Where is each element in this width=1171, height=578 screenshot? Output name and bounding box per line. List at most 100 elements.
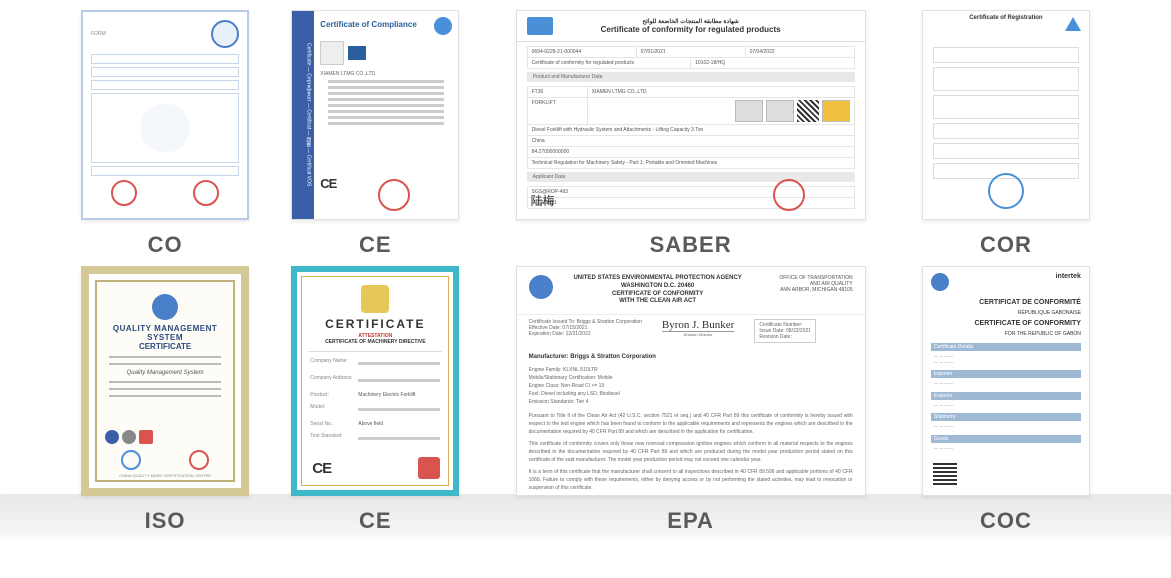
cell: 07/01/2021 <box>528 198 854 208</box>
cell: 84.27090000000 <box>528 147 854 157</box>
product-thumb <box>766 100 794 122</box>
cell: Certificate of conformity for regulated … <box>528 58 692 68</box>
company-text: XIAMEN LTMG CO.,LTD. <box>320 71 452 77</box>
label-saber: SABER <box>650 232 732 258</box>
cell: 10102-18/HQ <box>691 58 854 68</box>
product-thumb <box>822 100 850 122</box>
product-thumb <box>735 100 763 122</box>
serial: Above field <box>358 421 383 427</box>
body-line: Mobile/Stationary Certification: Mobile <box>529 374 853 382</box>
stamp-icon <box>193 180 219 206</box>
row-2: QUALITY MANAGEMENT SYSTEM CERTIFICATE Qu… <box>60 266 1111 534</box>
sec: Certificate Details <box>931 343 1081 351</box>
label-iso: ISO <box>145 508 186 534</box>
iso-title2: CERTIFICATE <box>105 342 225 351</box>
sig-title: Division Director <box>662 331 734 337</box>
brand: intertek <box>1056 273 1081 291</box>
cert-cor: Certificate of Registration COR <box>901 10 1111 258</box>
badge-icon <box>361 285 389 313</box>
meta: Expiration Date: 12/31/2022 <box>529 331 642 337</box>
qr-icon <box>797 100 819 122</box>
cell: 07/01/2021 <box>637 47 746 57</box>
coc-t2: RÉPUBLIQUE GABONAISE <box>923 308 1089 318</box>
sec: Shipment <box>931 413 1081 421</box>
body-line: Fuel: Diesel including any LSD, Biodiese… <box>529 390 853 398</box>
title-en: Certificate of conformity for regulated … <box>553 25 829 34</box>
logo-icon <box>527 17 553 35</box>
label-co: CO <box>148 232 183 258</box>
section-bar: Product and Manufacturer Data <box>527 72 855 82</box>
model: Machinery Electric Forklift <box>358 392 415 398</box>
accred-icon <box>139 430 153 444</box>
doc-cor: Certificate of Registration <box>922 10 1090 220</box>
label-epa: EPA <box>667 508 714 534</box>
doc-ce1: Certificate — Сертификат — Certificat — … <box>291 10 459 220</box>
body-hdr: Manufacturer: Briggs & Stratton Corporat… <box>529 353 853 363</box>
accred-icon <box>105 430 119 444</box>
epa-r3: ANN ARBOR, MICHIGAN 48105 <box>763 287 853 293</box>
seal-icon <box>121 450 141 470</box>
accred-icon <box>122 430 136 444</box>
doc-epa: UNITED STATES ENVIRONMENTAL PROTECTION A… <box>516 266 866 496</box>
logo-icon <box>931 273 949 291</box>
certificates-grid: FORM CO Certificate — Сертиф <box>0 0 1171 542</box>
stamp-icon <box>988 173 1024 209</box>
ce-mark-icon: CE <box>320 176 336 191</box>
body-line: Emission Standards: Tier 4 <box>529 398 853 406</box>
stamp-icon <box>773 179 805 211</box>
doc-iso: QUALITY MANAGEMENT SYSTEM CERTIFICATE Qu… <box>81 266 249 496</box>
label-ce2: CE <box>359 508 392 534</box>
iso-footer: CHINA QUALITY MARK CERTIFICATION CENTRE <box>97 473 233 478</box>
ce-mark-icon: CE <box>312 460 331 477</box>
body-line: Engine Class: Non-Road CI >= 19 <box>529 382 853 390</box>
cert-saber: شهادة مطابقة المنتجات الخاضعة للوائح Cer… <box>480 10 900 258</box>
seal-icon <box>418 457 440 479</box>
badge-icon <box>434 17 452 35</box>
seal-icon <box>211 20 239 48</box>
stamp-icon <box>111 180 137 206</box>
doc-co: FORM <box>81 10 249 220</box>
row-1: FORM CO Certificate — Сертиф <box>60 10 1111 258</box>
cell: China <box>528 136 854 146</box>
coc-t3: CERTIFICATE OF CONFORMITY <box>923 318 1089 329</box>
cell: 07/04/2022 <box>746 47 854 57</box>
cert-ce1: Certificate — Сертификат — Certificat — … <box>270 10 480 258</box>
cell: Technical Regulation for Machinery Safet… <box>528 158 854 168</box>
badge-icon <box>152 294 178 320</box>
cert-ce2: CERTIFICATE ATTESTATION CERTIFICATE OF M… <box>270 266 480 534</box>
triangle-icon <box>1065 17 1081 31</box>
epa-logo-icon <box>529 275 553 299</box>
sidebar-stripe: Certificate — Сертификат — Certificat — … <box>292 11 314 219</box>
coc-t4: FOR THE REPUBLIC OF GABON <box>923 329 1089 339</box>
iso-title: QUALITY MANAGEMENT SYSTEM <box>105 324 225 342</box>
iso-subtitle: Quality Management System <box>105 370 225 376</box>
cert-coc: intertek CERTIFICAT DE CONFORMITÉ RÉPUBL… <box>901 266 1111 534</box>
doc-coc: intertek CERTIFICAT DE CONFORMITÉ RÉPUBL… <box>922 266 1090 496</box>
doc-ce2: CERTIFICATE ATTESTATION CERTIFICATE OF M… <box>291 266 459 496</box>
label-cor: COR <box>980 232 1032 258</box>
sec: Importer <box>931 370 1081 378</box>
doc-title: Certificate of Compliance <box>320 20 416 29</box>
cell: FORKLIFT <box>528 98 588 124</box>
epa-t4: WITH THE CLEAN AIR ACT <box>553 298 763 306</box>
ce2-title: CERTIFICATE <box>308 317 442 331</box>
cert-epa: UNITED STATES ENVIRONMENTAL PROTECTION A… <box>480 266 900 534</box>
label-coc: COC <box>980 508 1032 534</box>
ce2-sub2: CERTIFICATE OF MACHINERY DIRECTIVE <box>308 339 442 345</box>
meta: Revision Date: <box>759 334 811 340</box>
qr-icon <box>933 461 957 485</box>
epa-t1: UNITED STATES ENVIRONMENTAL PROTECTION A… <box>553 275 763 283</box>
title-ar: شهادة مطابقة المنتجات الخاضعة للوائح <box>553 18 829 25</box>
cell: XIAMEN LTMG CO.,LTD <box>588 87 854 97</box>
coc-t1: CERTIFICAT DE CONFORMITÉ <box>923 297 1089 308</box>
body-line: Engine Family: KLXNL.510LTR <box>529 366 853 374</box>
cert-co: FORM CO <box>60 10 270 258</box>
cell: Diesel Forklift with Hydraulic System an… <box>528 125 854 135</box>
sec: Goods <box>931 435 1081 443</box>
cell: 0694-0228-21-000044 <box>528 47 637 57</box>
cell: FT30 <box>528 87 588 97</box>
cell: SGS@ROP-493 <box>528 187 854 197</box>
seal-icon <box>189 450 209 470</box>
thumb-icon <box>320 41 344 65</box>
doc-saber: شهادة مطابقة المنتجات الخاضعة للوائح Cer… <box>516 10 866 220</box>
